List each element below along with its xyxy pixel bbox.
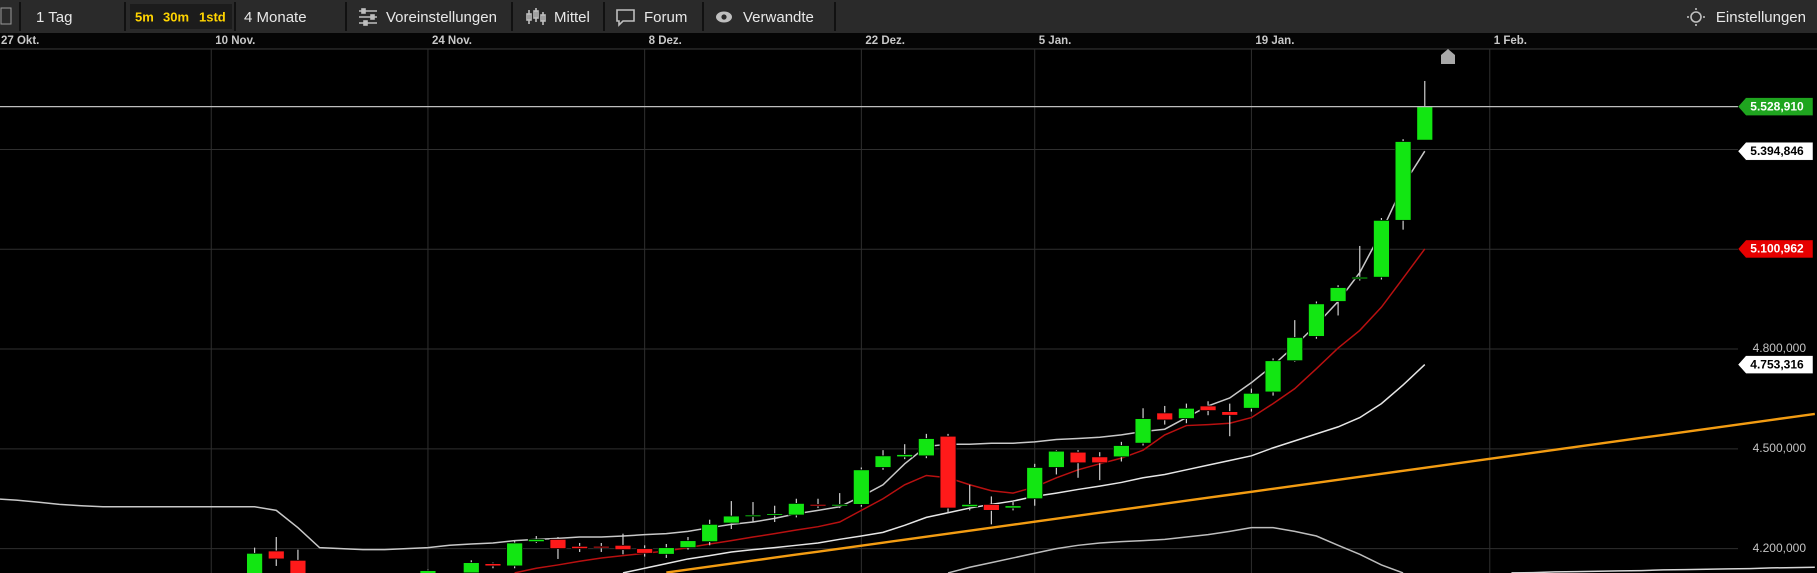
candle-body <box>679 540 697 549</box>
candle-body <box>896 454 914 458</box>
price-tag-label: 5.394,846 <box>1750 144 1804 158</box>
candle-body <box>1199 405 1217 411</box>
candle-body <box>1026 467 1044 500</box>
price-tag <box>1737 239 1814 259</box>
price-tag-label: 4.753,316 <box>1750 357 1804 371</box>
candle-body <box>1243 392 1260 409</box>
candle-body <box>1329 287 1347 302</box>
interval-button[interactable]: 1 Tag <box>36 9 72 26</box>
candle-body <box>571 545 589 550</box>
candle-body <box>1264 360 1282 393</box>
candle-body <box>766 513 784 516</box>
candle-body <box>722 515 740 524</box>
indicator-button[interactable]: Mittel <box>554 9 590 26</box>
candle-body <box>1134 418 1152 444</box>
price-tag-label: 5.100,962 <box>1750 242 1804 256</box>
x-tick-label: 8 Dez. <box>649 35 682 47</box>
candle-body <box>289 559 307 573</box>
x-tick-label: 10 Nov. <box>215 35 255 47</box>
indicator-line <box>1511 566 1815 573</box>
candle-body <box>1416 106 1434 141</box>
price-axis: 27 Okt. 10 Nov. 24 Nov. 8 Dez. 22 Dez. 5 Jan.… <box>1 35 1814 555</box>
candle-body <box>246 552 263 573</box>
date-axis <box>0 33 1817 49</box>
candle-body <box>1394 141 1412 221</box>
quick-interval[interactable]: 1std <box>199 9 226 24</box>
indicator-line <box>666 412 1815 573</box>
home-marker[interactable] <box>1441 49 1455 64</box>
presets-icon <box>359 8 377 26</box>
indicator-line <box>622 364 1426 573</box>
quick-interval-group <box>130 4 232 29</box>
related-button[interactable]: Verwandte <box>743 9 814 26</box>
x-tick-label: 24 Nov. <box>432 35 472 47</box>
indicator-icon <box>526 8 546 25</box>
candle-body <box>917 438 935 457</box>
candle-body <box>831 503 849 507</box>
candle-body <box>484 563 502 567</box>
price-tag-label: 5.528,910 <box>1750 99 1804 113</box>
candle-body <box>1091 456 1109 464</box>
y-tick-label: 4.500,000 <box>1753 441 1807 455</box>
candle-body <box>1047 450 1065 468</box>
candle-body <box>506 542 524 567</box>
candle-body <box>1351 276 1369 280</box>
plot <box>0 80 1815 573</box>
candle-body <box>961 503 979 508</box>
candle-body <box>636 548 654 554</box>
range-button[interactable]: 4 Monate <box>244 9 307 26</box>
x-tick-label: 27 Okt. <box>1 35 39 47</box>
toolbar <box>0 0 1817 33</box>
y-tick-label: 4.200,000 <box>1753 541 1807 555</box>
candle-body <box>1286 337 1304 362</box>
price-tag <box>1737 355 1814 374</box>
price-tag <box>1737 141 1814 161</box>
x-tick-label: 5 Jan. <box>1039 35 1072 47</box>
candle-body <box>1112 445 1130 458</box>
related-icon <box>716 11 732 23</box>
candle-body <box>809 503 827 507</box>
x-tick-label: 1 Feb. <box>1494 35 1527 47</box>
x-tick-label: 19 Jan. <box>1255 35 1294 47</box>
candle-body <box>614 544 632 551</box>
menu-icon[interactable] <box>0 7 12 25</box>
presets-button[interactable]: Voreinstellungen <box>386 9 497 26</box>
candle-body <box>267 550 285 560</box>
candle-body <box>787 502 805 516</box>
quick-interval[interactable]: 5m <box>135 9 154 24</box>
candle-body <box>527 538 545 543</box>
candle-body <box>982 503 1000 511</box>
settings-icon <box>1687 8 1705 26</box>
forum-button[interactable]: Forum <box>644 9 687 26</box>
settings-button[interactable]: Einstellungen <box>1716 9 1806 26</box>
price-tag <box>1737 97 1814 116</box>
candle-body <box>1221 411 1239 416</box>
indicator-line <box>947 526 1404 573</box>
candle-body <box>744 514 762 518</box>
candle-body <box>1178 407 1195 419</box>
candle-body <box>874 455 892 468</box>
candle-body <box>1156 412 1174 421</box>
forum-icon <box>616 9 635 27</box>
candle-body <box>462 562 480 573</box>
candle-body <box>701 523 719 543</box>
quick-interval[interactable]: 30m <box>163 9 189 24</box>
candle-body <box>1373 219 1390 278</box>
candle-body <box>657 547 675 555</box>
x-tick-label: 22 Dez. <box>865 35 905 47</box>
candle-body <box>549 538 567 550</box>
candle-body <box>1069 451 1087 464</box>
y-tick-label: 4.800,000 <box>1753 341 1807 355</box>
candle-body <box>852 469 870 505</box>
candle-body <box>1308 303 1325 337</box>
candle-body <box>592 545 610 549</box>
candle-body <box>1004 505 1022 509</box>
candle-body <box>939 435 957 509</box>
